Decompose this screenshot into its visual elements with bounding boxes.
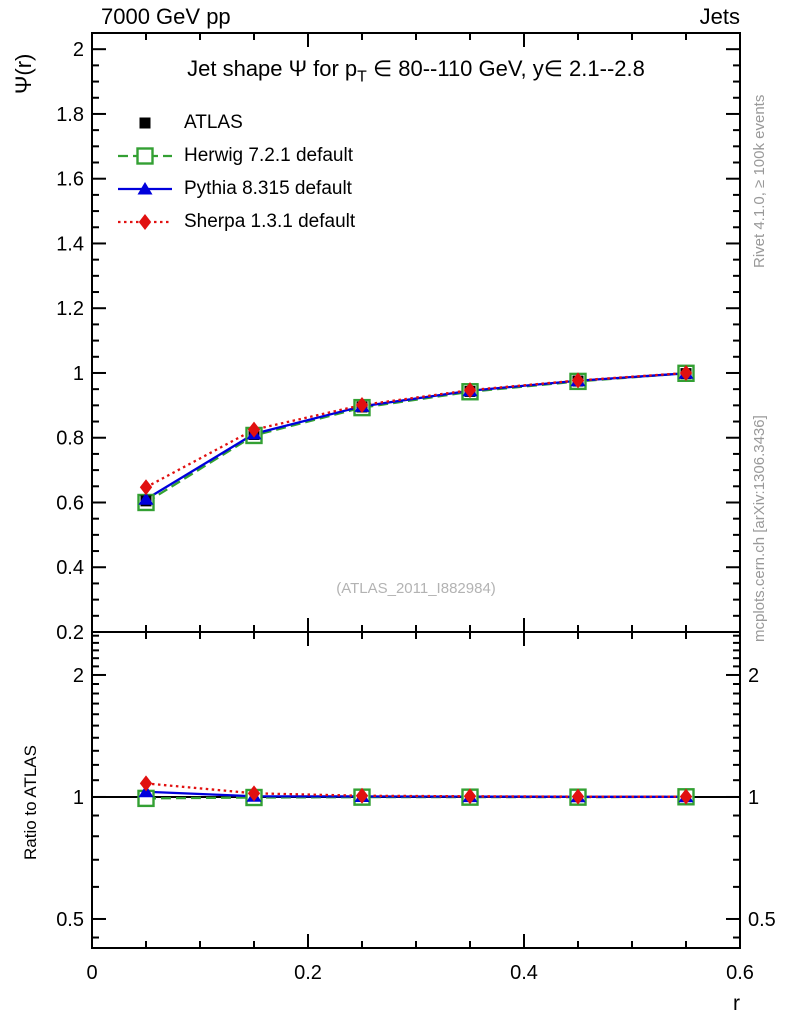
series-markers-pythia — [138, 366, 694, 505]
data-point-square — [139, 117, 151, 128]
main-y-tick-label: 1.8 — [56, 104, 84, 126]
legend-label-pythia: Pythia 8.315 default — [184, 177, 352, 199]
main-y-tick-label: 2 — [73, 39, 84, 61]
legend-row-atlas: ATLAS — [116, 106, 355, 139]
data-point-diamond — [355, 397, 369, 414]
data-point-diamond — [679, 788, 693, 805]
rivet-version-note: Rivet 4.1.0, ≥ 100k events — [751, 94, 768, 268]
x-tick-label: 0.6 — [726, 962, 754, 984]
ratio-y-tick-label-left: 2 — [73, 665, 84, 687]
series-markers-herwig — [137, 364, 695, 512]
analysis-group: Jets — [699, 4, 740, 29]
ratio-panel-frame — [91, 631, 741, 949]
main-y-tick-label: 0.8 — [56, 428, 84, 450]
legend-row-pythia: Pythia 8.315 default — [116, 172, 355, 205]
main-y-tick-label: 0.4 — [56, 557, 84, 579]
ratio-markers-pythia — [138, 784, 694, 803]
series-line-pythia — [145, 372, 687, 501]
series-markers-atlas — [140, 368, 692, 507]
data-point-diamond — [463, 788, 477, 805]
pythia-marker-icon — [118, 181, 172, 194]
main-y-tick-label: 1.4 — [56, 233, 84, 255]
series-line-herwig — [145, 372, 687, 504]
ratio-y-tick-label-right: 0.5 — [748, 909, 776, 931]
legend-row-herwig: Herwig 7.2.1 default — [116, 139, 355, 172]
data-point-diamond — [247, 785, 261, 802]
data-point-diamond — [463, 382, 477, 399]
data-point-diamond — [139, 775, 153, 792]
main-y-tick-label: 1 — [73, 363, 84, 385]
ratio-y-tick-label-left: 0.5 — [56, 909, 84, 931]
ratio-line-sherpa — [145, 782, 686, 798]
main-y-axis-ticks: 0.2 0.4 0.6 0.8 1 1.2 1.4 1.6 1.8 2 — [56, 32, 740, 644]
main-y-tick-label: 0.2 — [56, 622, 84, 644]
data-point-diamond — [571, 788, 585, 805]
plot-title-post: ∈ 80--110 GeV, y∈ 2.1--2.8 — [366, 56, 645, 81]
x-tick-label: 0.4 — [510, 962, 538, 984]
ratio-y-tick-label-left: 1 — [73, 787, 84, 809]
ratio-markers-sherpa — [139, 775, 693, 805]
data-point-diamond — [138, 213, 152, 230]
ratio-y-tick-label-right: 2 — [748, 665, 759, 687]
main-y-tick-label: 1.6 — [56, 169, 84, 191]
plot-title: Jet shape Ψ for pT ∈ 80--110 GeV, y∈ 2.1… — [92, 56, 740, 86]
x-axis-ticks: 0 0.2 0.4 0.6 — [86, 33, 754, 984]
ratio-y-axis-ticks: 0.5 0.5 1 1 2 2 — [56, 634, 776, 939]
data-point-open-square — [136, 146, 154, 165]
data-point-diamond — [139, 479, 153, 496]
data-point-diamond — [247, 421, 261, 438]
plot-title-sub: T — [357, 68, 367, 86]
main-series — [137, 364, 695, 512]
data-point-diamond — [571, 372, 585, 389]
legend: ATLAS Herwig 7.2.1 default Pythia 8.315 … — [116, 106, 355, 238]
data-point-diamond — [679, 364, 693, 381]
plot-title-pre: Jet shape Ψ for p — [187, 56, 358, 81]
y-axis-label-ratio: Ratio to ATLAS — [21, 745, 40, 860]
legend-label-sherpa: Sherpa 1.3.1 default — [184, 210, 356, 232]
data-point-triangle — [138, 492, 154, 505]
atlas-marker-icon — [139, 117, 151, 128]
x-tick-label: 0.2 — [294, 962, 322, 984]
mcplots-reference-note: mcplots.cern.ch [arXiv:1306.3436] — [751, 415, 768, 642]
analysis-id-watermark: (ATLAS_2011_I882984) — [336, 580, 496, 597]
x-axis-label: r — [733, 992, 740, 1015]
beam-info: 7000 GeV pp — [101, 4, 231, 29]
legend-row-sherpa: Sherpa 1.3.1 default — [116, 205, 355, 238]
ratio-series — [137, 775, 695, 808]
herwig-marker-icon — [118, 146, 172, 165]
ratio-y-tick-label-right: 1 — [748, 787, 759, 809]
legend-label-atlas: ATLAS — [184, 111, 243, 133]
x-tick-label: 0 — [86, 962, 97, 984]
data-point-triangle — [137, 181, 153, 194]
series-line-sherpa — [145, 371, 687, 489]
data-point-diamond — [355, 787, 369, 804]
legend-label-herwig: Herwig 7.2.1 default — [184, 144, 353, 166]
main-y-tick-label: 0.6 — [56, 492, 84, 514]
sherpa-marker-icon — [118, 213, 172, 230]
y-axis-label-main: Ψ(r) — [11, 53, 36, 94]
main-y-tick-label: 1.2 — [56, 298, 84, 320]
series-markers-sherpa — [139, 364, 693, 496]
